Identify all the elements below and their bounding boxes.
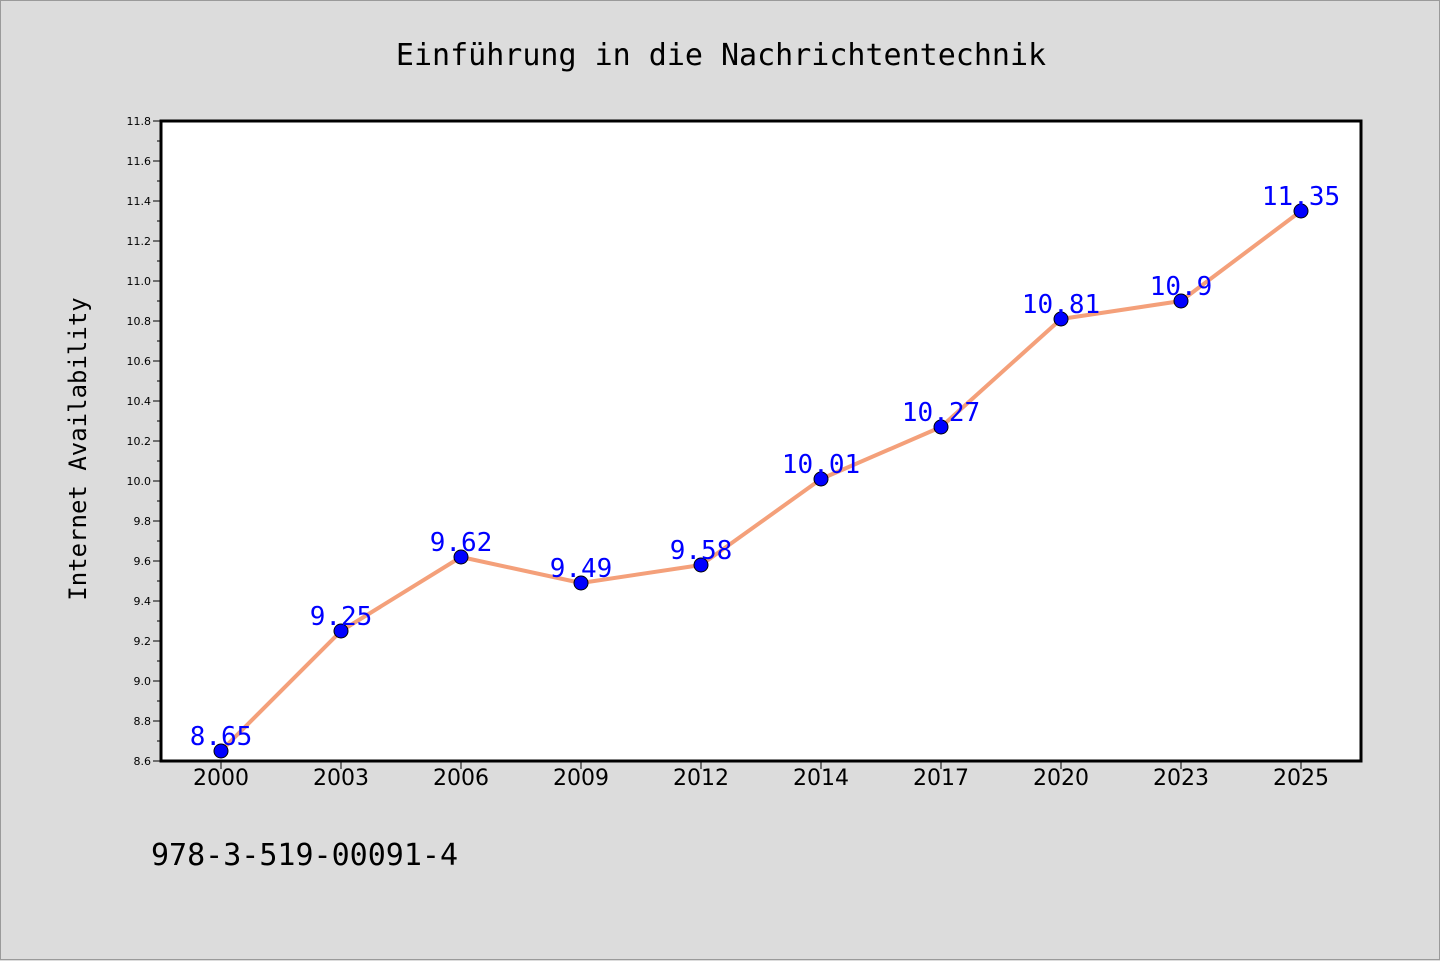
data-label: 10.9 [1150, 272, 1213, 302]
y-tick-label: 10.4 [127, 395, 152, 408]
data-point [1053, 311, 1069, 327]
x-tick-label: 2009 [553, 766, 609, 791]
data-point [573, 575, 589, 591]
data-label: 11.35 [1262, 182, 1340, 212]
y-tick-label: 11.4 [127, 195, 152, 208]
data-point [813, 471, 829, 487]
data-label: 9.62 [430, 528, 493, 558]
data-label: 10.27 [902, 398, 980, 428]
x-tick-label: 2014 [793, 766, 849, 791]
y-tick-label: 10.8 [127, 315, 152, 328]
data-point [693, 557, 709, 573]
data-point [453, 549, 469, 565]
y-tick-label: 11.2 [127, 235, 152, 248]
plot-area [159, 119, 1363, 763]
y-tick-label: 9.0 [134, 675, 152, 688]
data-label: 9.49 [550, 554, 613, 584]
data-point [1293, 203, 1309, 219]
y-tick-label: 9.4 [134, 595, 152, 608]
data-point [933, 419, 949, 435]
data-label: 10.01 [782, 450, 860, 480]
x-tick-label: 2020 [1033, 766, 1089, 791]
series-line [219, 209, 1303, 753]
y-tick-label: 9.6 [134, 555, 152, 568]
y-tick-label: 9.8 [134, 515, 152, 528]
data-label: 9.58 [670, 536, 733, 566]
y-tick-label: 10.6 [127, 355, 152, 368]
x-tick-label: 2025 [1273, 766, 1329, 791]
x-tick-label: 2003 [313, 766, 369, 791]
x-tick-label: 2017 [913, 766, 969, 791]
x-tick-label: 2000 [193, 766, 249, 791]
y-tick-label: 9.2 [134, 635, 152, 648]
y-tick-label: 10.2 [127, 435, 152, 448]
y-tick-label: 11.0 [127, 275, 152, 288]
data-point [213, 743, 229, 759]
y-tick-label: 11.6 [127, 155, 152, 168]
y-tick-label: 11.8 [127, 115, 152, 128]
x-axis-ticks: 2000 2003 2006 2009 2012 2014 2017 2020 2023 2025 [193, 761, 1329, 791]
y-axis-ticks: 8.6 8.8 9.0 9.2 9.4 9.6 9.8 10.0 10.2 10.4 10.6 10.… [127, 115, 161, 768]
x-tick-label: 2012 [673, 766, 729, 791]
data-point [1173, 293, 1189, 309]
data-label: 10.81 [1022, 290, 1100, 320]
data-point [333, 623, 349, 639]
y-tick-label: 8.6 [134, 755, 152, 768]
isbn-text: 978-3-519-00091-4 [151, 838, 458, 873]
series-group: 8.65 9.25 9.62 9.49 9.58 10.01 10.27 10.81 10.9 1… [190, 182, 1340, 759]
y-tick-label: 8.8 [134, 715, 152, 728]
y-axis-label: Internet Availability [64, 297, 92, 600]
data-label: 8.65 [190, 722, 253, 752]
x-tick-label: 2006 [433, 766, 489, 791]
data-label: 9.25 [310, 602, 373, 632]
x-tick-label: 2023 [1153, 766, 1209, 791]
y-tick-label: 10.0 [127, 475, 152, 488]
chart-title: Einführung in die Nachrichtentechnik [396, 38, 1046, 73]
